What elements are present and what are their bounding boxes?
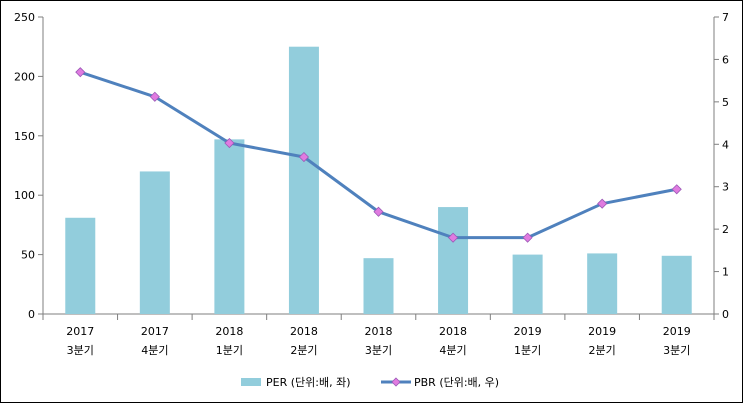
per-bar bbox=[288, 46, 319, 314]
legend-per-swatch bbox=[241, 378, 261, 386]
y-right-tick-label: 7 bbox=[722, 11, 729, 24]
legend-per-label: PER (단위:배, 좌) bbox=[266, 376, 351, 389]
x-tick-label-year: 2019 bbox=[514, 325, 542, 338]
pbr-point bbox=[447, 232, 459, 243]
x-tick-label-year: 2019 bbox=[588, 325, 616, 338]
pbr-point bbox=[149, 91, 160, 102]
y-right-tick-label: 3 bbox=[722, 181, 729, 194]
x-tick-label-quarter: 4분기 bbox=[439, 344, 466, 357]
y-left-tick-label: 100 bbox=[14, 189, 35, 202]
x-tick-label-year: 2018 bbox=[290, 325, 318, 338]
y-right-tick-label: 5 bbox=[722, 96, 729, 109]
x-tick-label-quarter: 1분기 bbox=[514, 344, 541, 357]
pbr-point bbox=[597, 198, 608, 209]
per-bar bbox=[65, 217, 96, 314]
x-tick-label-quarter: 3분기 bbox=[663, 344, 690, 357]
y-right-tick-label: 1 bbox=[722, 266, 729, 279]
per-bar bbox=[587, 253, 618, 314]
per-bar bbox=[438, 207, 469, 314]
per-bar bbox=[512, 254, 543, 314]
x-tick-label-year: 2017 bbox=[66, 325, 94, 338]
y-left-tick-label: 0 bbox=[28, 308, 35, 321]
x-tick-label-quarter: 1분기 bbox=[216, 344, 243, 357]
y-right-tick-label: 4 bbox=[722, 138, 729, 151]
y-right-tick-label: 0 bbox=[722, 308, 729, 321]
y-right-tick-label: 6 bbox=[722, 53, 729, 66]
x-tick-label-quarter: 3분기 bbox=[365, 344, 392, 357]
x-tick-label-year: 2018 bbox=[215, 325, 243, 338]
x-tick-label-year: 2019 bbox=[663, 325, 691, 338]
pbr-point bbox=[671, 184, 682, 195]
y-left-tick-label: 150 bbox=[14, 130, 35, 143]
per-bar bbox=[214, 139, 245, 314]
pbr-point bbox=[522, 232, 533, 243]
per-bar bbox=[363, 258, 394, 314]
x-tick-label-year: 2018 bbox=[439, 325, 467, 338]
x-tick-label-year: 2018 bbox=[365, 325, 393, 338]
x-tick-label-quarter: 2분기 bbox=[290, 344, 317, 357]
x-tick-label-quarter: 2분기 bbox=[589, 344, 616, 357]
y-right-tick-label: 2 bbox=[722, 223, 729, 236]
y-left-tick-label: 50 bbox=[21, 249, 35, 262]
legend-pbr-marker bbox=[391, 377, 401, 387]
x-tick-label-quarter: 4분기 bbox=[141, 344, 168, 357]
per-bar bbox=[661, 255, 692, 314]
y-left-tick-label: 250 bbox=[14, 11, 35, 24]
pbr-point bbox=[75, 67, 86, 78]
legend: PER (단위:배, 좌) PBR (단위:배, 우) bbox=[241, 376, 499, 389]
y-left-tick-label: 200 bbox=[14, 70, 35, 83]
pbr-point bbox=[298, 151, 310, 163]
pbr-point bbox=[224, 137, 235, 149]
pbr-point bbox=[373, 206, 384, 217]
per-bar bbox=[139, 171, 170, 314]
x-tick-label-quarter: 3분기 bbox=[67, 344, 94, 357]
legend-pbr-label: PBR (단위:배, 우) bbox=[414, 376, 499, 389]
x-tick-label-year: 2017 bbox=[141, 325, 169, 338]
